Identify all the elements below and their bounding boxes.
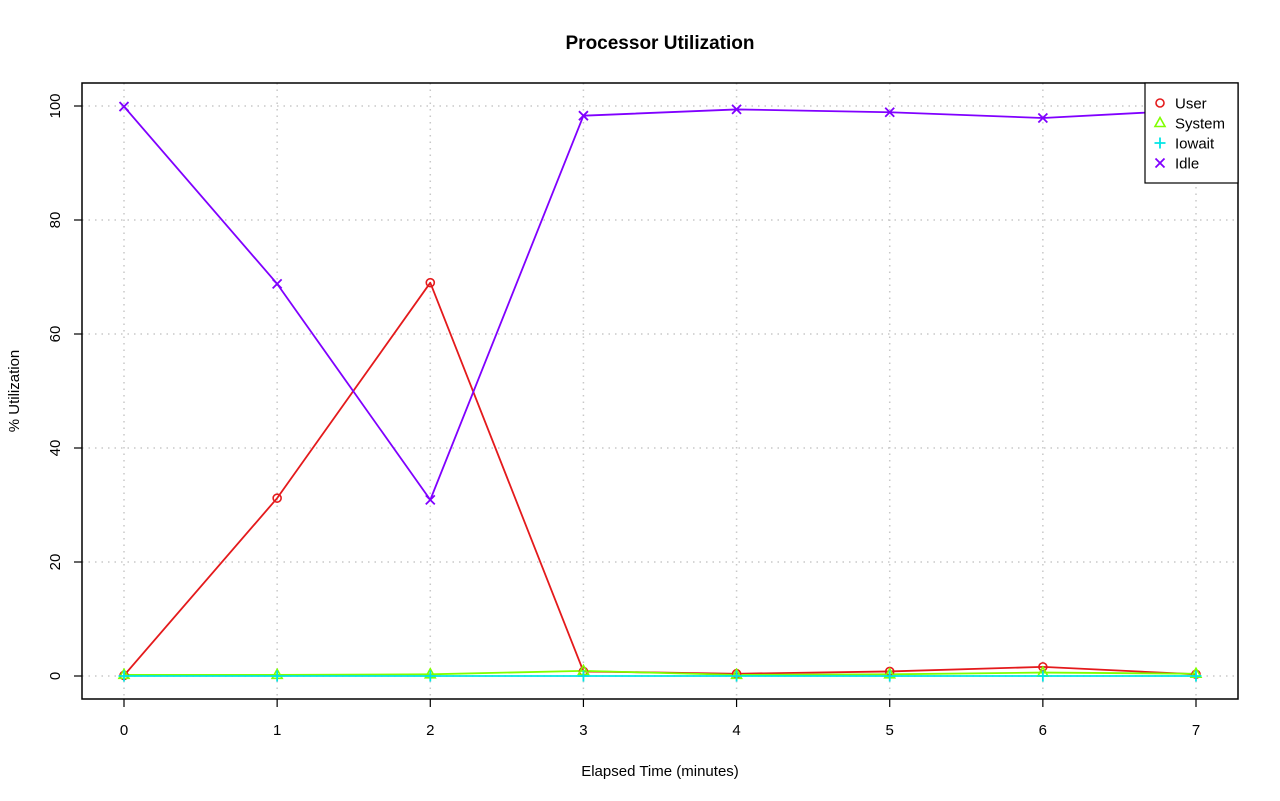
- y-tick-label: 60: [47, 326, 64, 343]
- legend-label-user: User: [1175, 96, 1207, 113]
- legend-marker-iowait: [1154, 137, 1166, 149]
- series-line-user: [123, 281, 1197, 677]
- data-point-iowait: [1190, 670, 1202, 682]
- x-tick-label: 7: [1192, 722, 1200, 739]
- data-point-idle: [118, 101, 130, 112]
- series-lines: [123, 105, 1197, 677]
- x-tick-label: 0: [120, 722, 128, 739]
- data-point-iowait: [731, 670, 743, 682]
- data-point-idle: [272, 278, 283, 289]
- data-point-user: [272, 493, 282, 503]
- data-point-idle: [1037, 112, 1048, 124]
- y-axis-label: % Utilization: [6, 350, 23, 433]
- data-point-idle: [884, 107, 895, 118]
- data-point-iowait: [577, 670, 589, 682]
- y-tick-label: 20: [47, 554, 64, 571]
- legend-label-system: System: [1175, 116, 1225, 133]
- y-tick-label: 40: [47, 440, 64, 457]
- legend-label-iowait: Iowait: [1175, 136, 1215, 153]
- data-point-idle: [425, 494, 436, 506]
- legend-marker-system: [1153, 115, 1167, 128]
- x-axis: 0 1 2 3 4 5 6 7: [120, 699, 1200, 739]
- grid-lines: [82, 83, 1238, 699]
- x-tick-label: 1: [273, 722, 281, 739]
- data-point-iowait: [271, 670, 283, 682]
- x-tick-label: 3: [579, 722, 587, 739]
- legend-label-idle: Idle: [1175, 156, 1199, 173]
- series-line-idle: [123, 105, 1197, 501]
- legend: User System Iowait Idle: [1144, 82, 1239, 184]
- x-axis-label: Elapsed Time (minutes): [581, 763, 739, 780]
- legend-marker-user: [1155, 98, 1165, 108]
- x-tick-label: 5: [886, 722, 894, 739]
- x-tick-label: 2: [426, 722, 434, 739]
- plot-frame: [81, 82, 1239, 700]
- data-point-iowait: [884, 670, 896, 682]
- series-line-system: [124, 669, 1197, 676]
- y-tick-label: 0: [47, 672, 64, 680]
- data-point-user: [425, 277, 436, 288]
- y-tick-label: 100: [47, 93, 64, 118]
- data-point-iowait: [1037, 670, 1049, 682]
- data-point-idle: [731, 104, 742, 115]
- x-tick-label: 4: [732, 722, 740, 739]
- data-point-iowait: [118, 670, 130, 682]
- chart-title: Processor Utilization: [566, 33, 755, 54]
- y-axis: 0 20 40 60 80 100: [47, 93, 82, 680]
- legend-marker-idle: [1154, 157, 1166, 169]
- y-tick-label: 80: [47, 212, 64, 229]
- x-tick-label: 6: [1039, 722, 1047, 739]
- data-point-idle: [578, 110, 589, 121]
- series-markers: [117, 101, 1203, 682]
- data-point-iowait: [424, 670, 436, 682]
